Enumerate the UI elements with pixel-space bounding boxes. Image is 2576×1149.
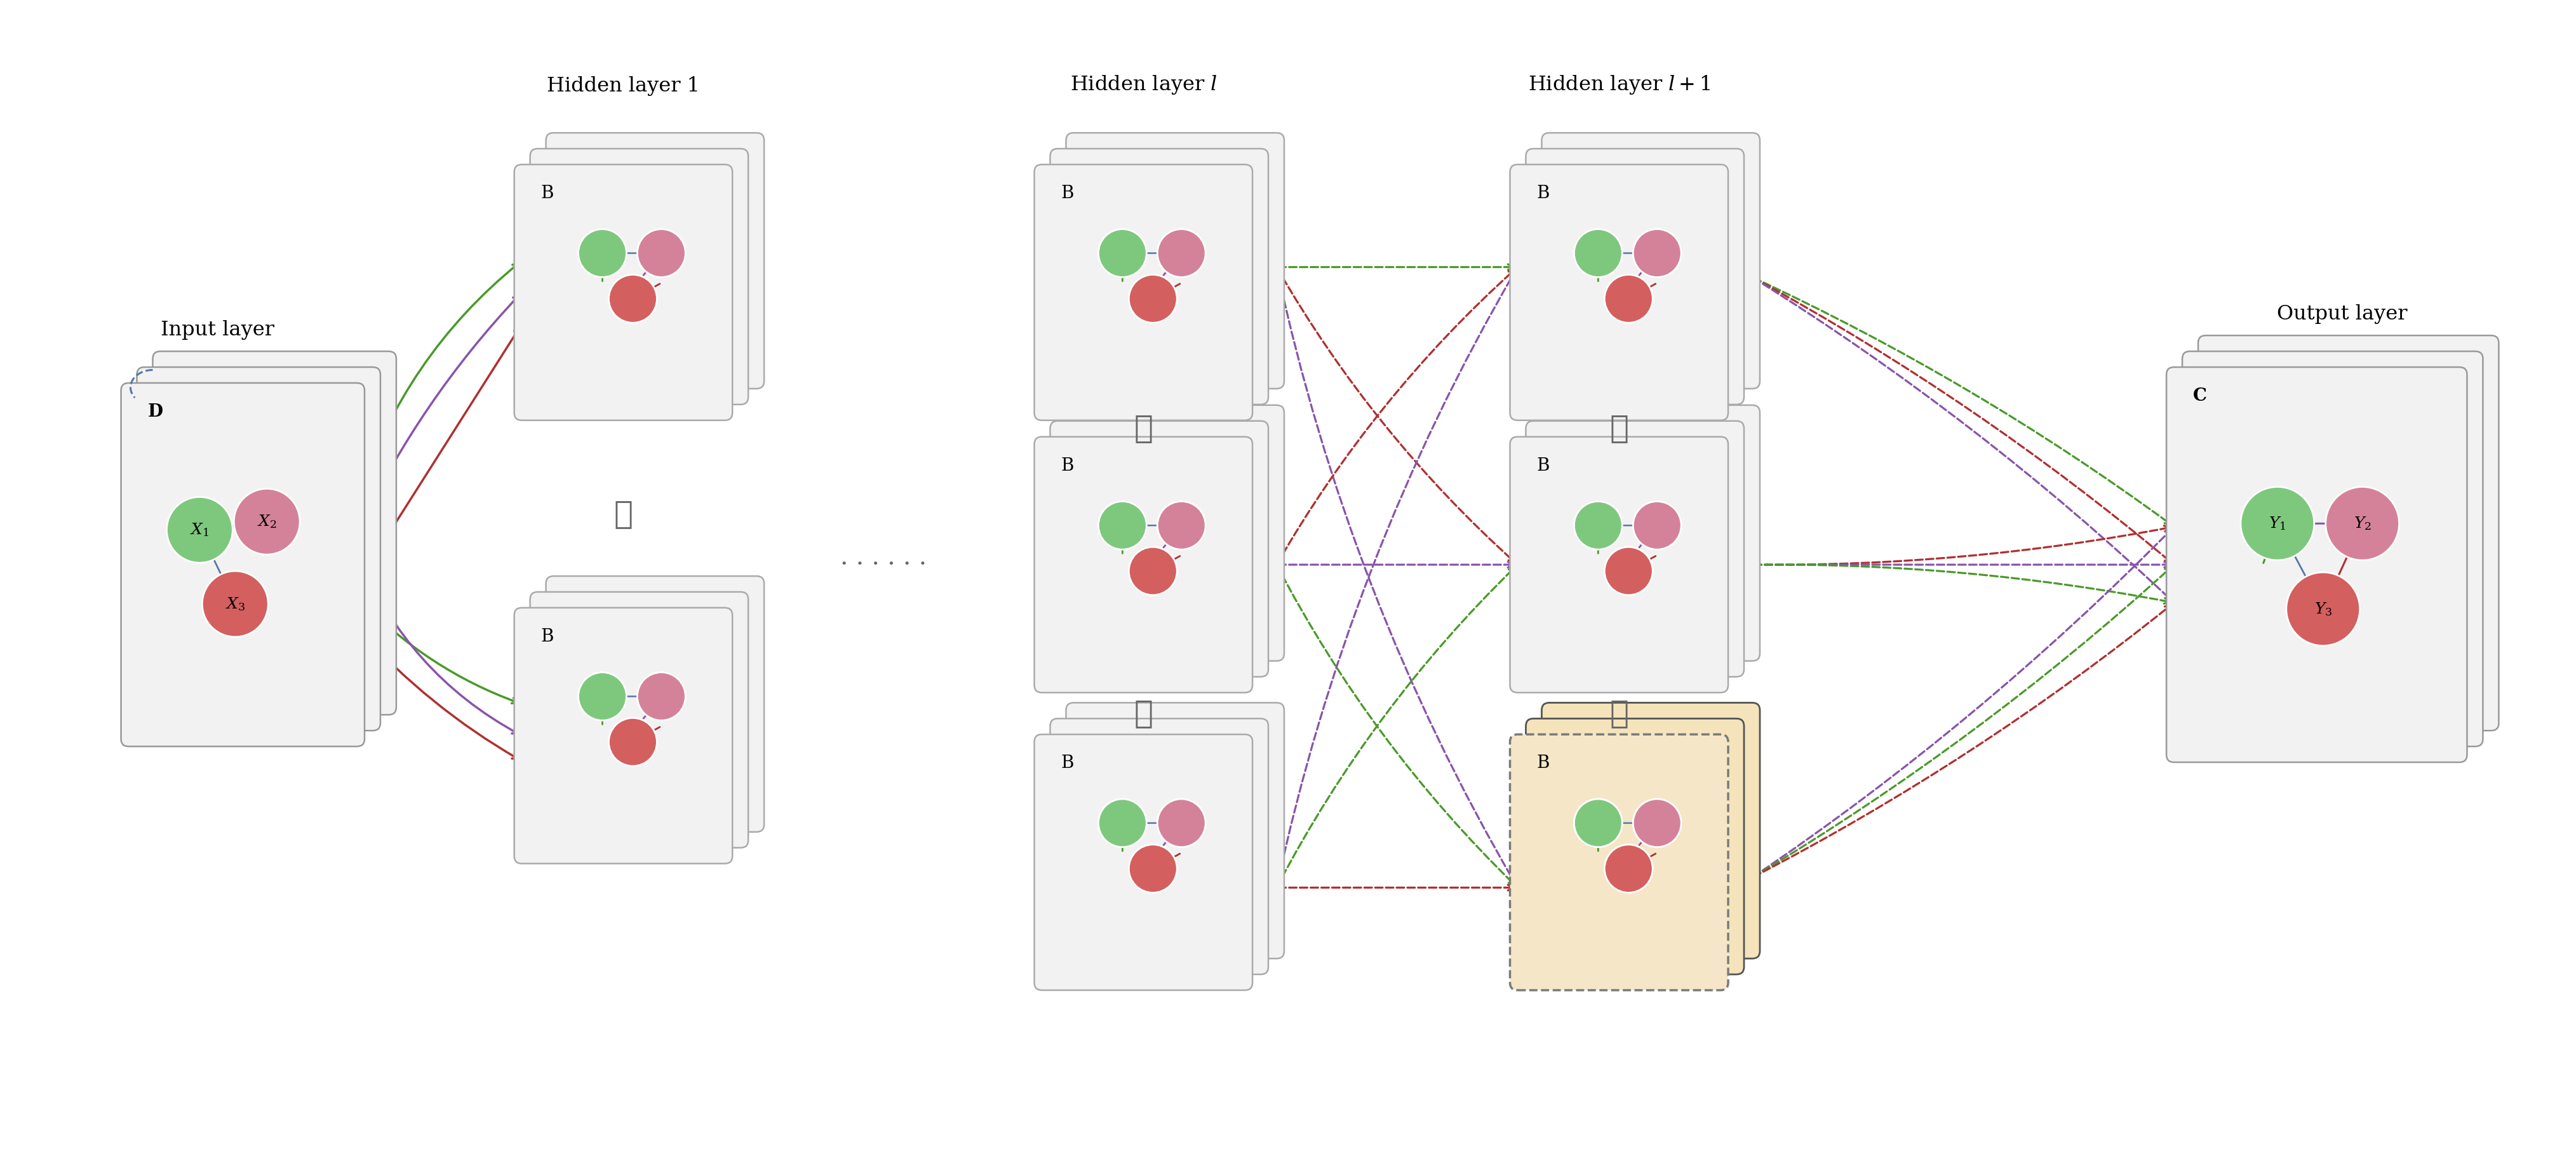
- Circle shape: [1574, 501, 1623, 549]
- Circle shape: [1633, 501, 1682, 549]
- Text: · · · · · ·: · · · · · ·: [840, 553, 927, 577]
- Circle shape: [2241, 487, 2313, 561]
- Circle shape: [1574, 229, 1623, 277]
- Circle shape: [1097, 229, 1146, 277]
- FancyBboxPatch shape: [1036, 164, 1252, 421]
- FancyBboxPatch shape: [1525, 148, 1744, 404]
- Text: Input layer: Input layer: [160, 321, 273, 340]
- FancyBboxPatch shape: [1510, 734, 1728, 990]
- Circle shape: [636, 672, 685, 720]
- Circle shape: [1605, 547, 1654, 595]
- Text: $Y_3$: $Y_3$: [2313, 601, 2331, 617]
- FancyBboxPatch shape: [1540, 406, 1759, 661]
- Circle shape: [1128, 547, 1177, 595]
- Text: B: B: [1538, 457, 1551, 475]
- Text: ⋮: ⋮: [613, 499, 634, 530]
- FancyBboxPatch shape: [1525, 718, 1744, 974]
- Text: $X_1$: $X_1$: [191, 522, 209, 538]
- Text: $X_2$: $X_2$: [258, 514, 276, 530]
- FancyBboxPatch shape: [531, 592, 747, 848]
- FancyBboxPatch shape: [1051, 718, 1267, 974]
- FancyBboxPatch shape: [515, 608, 732, 864]
- Circle shape: [1128, 275, 1177, 323]
- Circle shape: [1157, 799, 1206, 847]
- Text: B: B: [541, 185, 554, 202]
- Text: B: B: [1538, 755, 1551, 772]
- FancyBboxPatch shape: [2182, 352, 2483, 747]
- Text: ⋮: ⋮: [1610, 697, 1628, 730]
- Text: ⋮: ⋮: [1610, 412, 1628, 445]
- Text: $Y_1$: $Y_1$: [2269, 515, 2285, 532]
- FancyBboxPatch shape: [137, 368, 381, 731]
- Circle shape: [1574, 799, 1623, 847]
- FancyBboxPatch shape: [1066, 703, 1285, 958]
- Text: ⋮: ⋮: [1133, 697, 1154, 730]
- FancyBboxPatch shape: [1066, 133, 1285, 388]
- Circle shape: [2287, 572, 2360, 646]
- FancyBboxPatch shape: [546, 133, 765, 388]
- FancyBboxPatch shape: [1540, 703, 1759, 958]
- Circle shape: [1633, 799, 1682, 847]
- FancyBboxPatch shape: [1066, 406, 1285, 661]
- Text: Hidden layer $l$: Hidden layer $l$: [1069, 74, 1216, 97]
- Circle shape: [1128, 845, 1177, 893]
- FancyBboxPatch shape: [1036, 437, 1252, 693]
- FancyBboxPatch shape: [546, 576, 765, 832]
- Circle shape: [1605, 845, 1654, 893]
- FancyBboxPatch shape: [515, 164, 732, 421]
- Circle shape: [1097, 799, 1146, 847]
- Text: B: B: [1538, 185, 1551, 202]
- FancyBboxPatch shape: [1051, 148, 1267, 404]
- FancyBboxPatch shape: [1036, 734, 1252, 990]
- Text: ⋮: ⋮: [1133, 412, 1154, 445]
- Circle shape: [1097, 501, 1146, 549]
- Circle shape: [577, 229, 626, 277]
- Text: B: B: [541, 629, 554, 645]
- FancyBboxPatch shape: [2197, 336, 2499, 731]
- FancyBboxPatch shape: [152, 352, 397, 715]
- FancyBboxPatch shape: [1051, 421, 1267, 677]
- Circle shape: [636, 229, 685, 277]
- Text: C: C: [2192, 387, 2208, 404]
- Circle shape: [608, 275, 657, 323]
- Circle shape: [577, 672, 626, 720]
- FancyBboxPatch shape: [1510, 164, 1728, 421]
- FancyBboxPatch shape: [1510, 437, 1728, 693]
- Text: D: D: [147, 403, 162, 421]
- Text: Output layer: Output layer: [2277, 304, 2409, 324]
- Circle shape: [1157, 501, 1206, 549]
- Circle shape: [167, 496, 232, 563]
- Circle shape: [201, 571, 268, 637]
- FancyBboxPatch shape: [1525, 421, 1744, 677]
- Circle shape: [608, 718, 657, 766]
- Text: B: B: [1061, 185, 1074, 202]
- FancyBboxPatch shape: [531, 148, 747, 404]
- FancyBboxPatch shape: [1540, 133, 1759, 388]
- FancyBboxPatch shape: [2166, 368, 2468, 762]
- FancyBboxPatch shape: [121, 383, 366, 747]
- Text: $Y_2$: $Y_2$: [2354, 515, 2372, 532]
- Circle shape: [1605, 275, 1654, 323]
- Text: Hidden layer $l+1$: Hidden layer $l+1$: [1528, 74, 1710, 97]
- Text: Hidden layer 1: Hidden layer 1: [546, 77, 701, 97]
- Text: B: B: [1061, 457, 1074, 475]
- Text: B: B: [1061, 755, 1074, 772]
- Circle shape: [1157, 229, 1206, 277]
- Text: $X_3$: $X_3$: [224, 595, 245, 612]
- Circle shape: [1633, 229, 1682, 277]
- Circle shape: [2326, 487, 2398, 561]
- Circle shape: [234, 488, 299, 555]
